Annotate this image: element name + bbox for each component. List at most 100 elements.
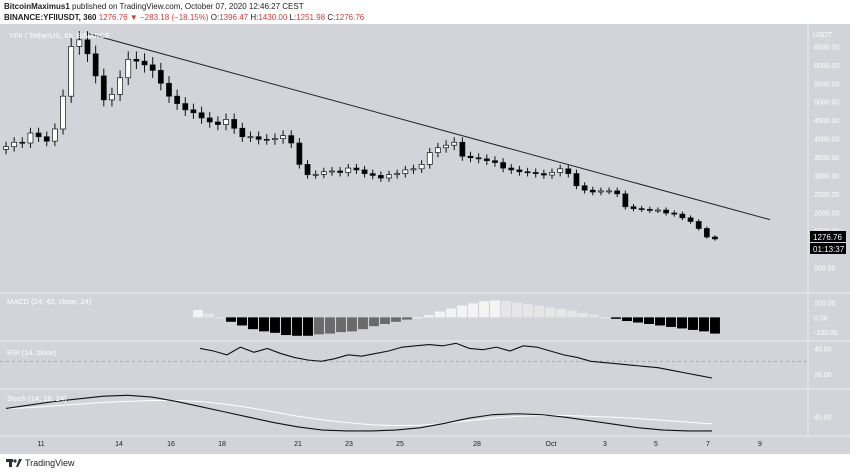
ohlc-line: BINANCE:YFIIUSDT, 360 1276.76 ▼ −283.18 … bbox=[4, 13, 364, 22]
candle-body bbox=[190, 109, 197, 114]
tradingview-logo[interactable]: TradingView bbox=[6, 458, 75, 468]
macd-bar bbox=[468, 303, 478, 318]
footer-bar: TradingView bbox=[0, 454, 850, 473]
candle-body bbox=[215, 121, 221, 125]
price-tick-label: 6500.00 bbox=[814, 44, 839, 51]
candle-body bbox=[695, 221, 702, 229]
chart-canvas[interactable]: 500.001000.001500.002000.002500.003000.0… bbox=[0, 0, 850, 454]
publish-line: BitcoinMaximus1 published on TradingView… bbox=[4, 2, 304, 11]
rsi-label: RSI (14, close) bbox=[7, 348, 57, 357]
candle-body bbox=[272, 138, 278, 141]
stoch-d-line bbox=[5, 400, 713, 427]
macd-bar bbox=[391, 317, 401, 322]
candle-body bbox=[516, 169, 523, 173]
candle-body bbox=[329, 170, 335, 173]
candle-body bbox=[312, 173, 319, 176]
macd-bar bbox=[457, 305, 467, 318]
macd-bar bbox=[578, 312, 588, 318]
candle-body bbox=[565, 168, 572, 174]
candle-body bbox=[475, 157, 482, 160]
macd-bar bbox=[292, 317, 302, 336]
price-tick-label: 4000.00 bbox=[814, 137, 839, 144]
macd-bar bbox=[501, 301, 511, 318]
candle-body bbox=[524, 171, 531, 174]
candle-body bbox=[369, 173, 376, 176]
time-tick-label: 14 bbox=[115, 441, 123, 448]
price-tick-label: 3500.00 bbox=[814, 155, 839, 162]
candle-body bbox=[239, 127, 246, 138]
macd-bar bbox=[545, 307, 555, 318]
candle-body bbox=[345, 167, 352, 173]
candle-body bbox=[410, 168, 417, 171]
candle-body bbox=[337, 170, 344, 173]
macd-bar bbox=[215, 317, 225, 319]
candle-body bbox=[549, 172, 555, 176]
time-tick-label: 21 bbox=[294, 441, 302, 448]
macd-bar bbox=[314, 317, 324, 335]
macd-bar bbox=[523, 304, 533, 318]
macd-bar bbox=[479, 301, 489, 318]
macd-histogram: -100.00 0.00 100.00 bbox=[193, 300, 838, 337]
candle-body bbox=[655, 209, 661, 212]
macd-bar bbox=[446, 308, 456, 318]
time-tick-label: 7 bbox=[706, 441, 710, 448]
candle-body bbox=[157, 70, 164, 84]
macd-bar bbox=[270, 317, 280, 333]
macd-bar bbox=[622, 317, 632, 322]
candle-body bbox=[630, 206, 637, 209]
price-tick-label: 500.00 bbox=[814, 266, 836, 273]
time-tick-label: 11 bbox=[37, 441, 44, 448]
stoch-k-line bbox=[5, 394, 712, 432]
candle-body bbox=[125, 58, 132, 79]
macd-bar bbox=[380, 317, 390, 324]
macd-bar bbox=[688, 317, 698, 330]
brand-text: TradingView bbox=[25, 458, 75, 468]
macd-bar bbox=[567, 310, 577, 318]
candle-body bbox=[149, 64, 156, 71]
chart-background bbox=[0, 24, 850, 454]
macd-bar bbox=[336, 317, 346, 333]
author-name[interactable]: BitcoinMaximus1 bbox=[4, 2, 70, 11]
candle-body bbox=[231, 119, 238, 129]
candle-body bbox=[508, 167, 515, 171]
close-value: 1276.76 bbox=[335, 13, 365, 22]
change-value: ▼ −283.18 (−18.15%) bbox=[129, 13, 209, 22]
candle-body bbox=[573, 173, 580, 187]
candle-body bbox=[687, 217, 694, 222]
price-tick-label: 6000.00 bbox=[814, 63, 839, 70]
symbol-label: BINANCE:YFIIUSDT, 360 bbox=[4, 13, 97, 22]
currency-label: USDT bbox=[813, 32, 833, 39]
candle-body bbox=[206, 117, 213, 123]
low-label: L: bbox=[289, 13, 297, 22]
candle-body bbox=[141, 60, 148, 66]
candle-body bbox=[418, 164, 425, 170]
candle-body bbox=[394, 173, 401, 176]
macd-bar bbox=[281, 317, 291, 336]
price-tick-label: 2000.00 bbox=[814, 210, 839, 217]
price-tick-label: 5000.00 bbox=[814, 100, 839, 107]
candle-body bbox=[3, 146, 9, 150]
candle-body bbox=[671, 212, 678, 215]
time-tick-label: 18 bbox=[218, 441, 226, 448]
candlestick-series bbox=[3, 31, 718, 241]
macd-tick-label: -100.00 bbox=[814, 330, 838, 337]
last-price-value: 1276.76 bbox=[98, 13, 128, 22]
candle-body bbox=[703, 228, 710, 238]
rsi-line bbox=[199, 342, 713, 379]
candle-body bbox=[280, 135, 286, 139]
candle-body bbox=[581, 185, 588, 191]
macd-bar bbox=[237, 317, 247, 326]
high-label: H: bbox=[250, 13, 259, 22]
candle-body bbox=[288, 135, 295, 144]
rsi-tick-label: 20.00 bbox=[814, 372, 832, 379]
candle-body bbox=[353, 167, 360, 171]
macd-bar bbox=[512, 302, 522, 318]
countdown-tag-text: 01:13:37 bbox=[813, 245, 845, 254]
macd-bar bbox=[193, 310, 203, 318]
resistance-trendline bbox=[87, 33, 771, 221]
macd-bar bbox=[248, 317, 258, 330]
candle-body bbox=[247, 136, 254, 139]
macd-bar bbox=[677, 317, 687, 329]
price-tick-label: 2500.00 bbox=[814, 192, 839, 199]
macd-bar bbox=[424, 315, 434, 318]
